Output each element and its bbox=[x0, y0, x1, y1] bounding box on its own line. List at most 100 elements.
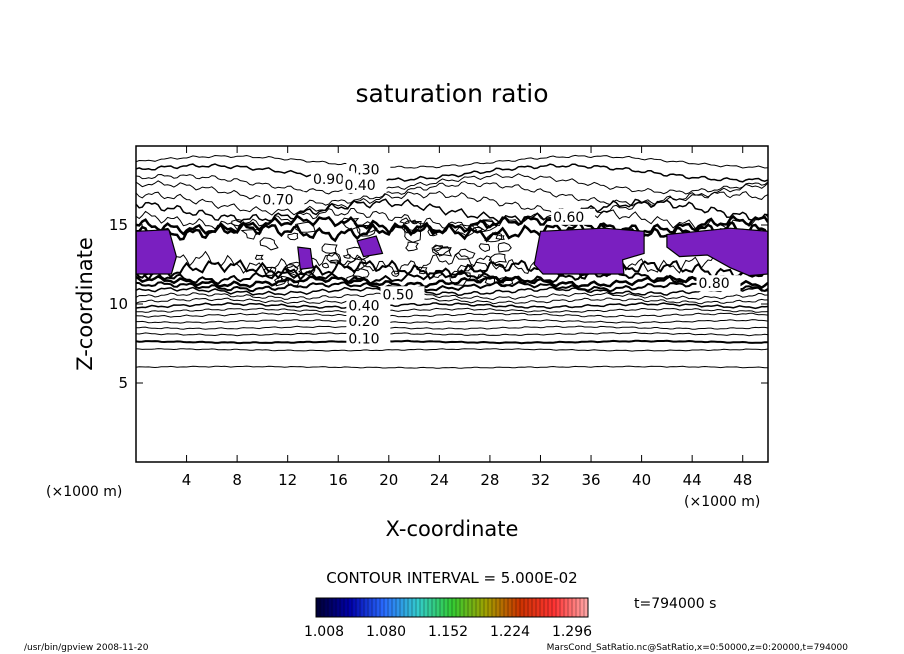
x-axis-ticks: 4 8 12 16 20 24 28 32 36 40 44 48 bbox=[182, 146, 752, 489]
contour-line bbox=[136, 214, 768, 236]
footer-right: MarsCond_SatRatio.nc@SatRatio,x=0:50000,… bbox=[547, 643, 849, 653]
x-tick-label: 8 bbox=[232, 471, 242, 489]
contour-label-bg bbox=[346, 297, 391, 314]
colorbar bbox=[315, 597, 589, 618]
x-axis-unit-right: (×1000 m) bbox=[684, 494, 760, 510]
colorbar-tick-label: 1.224 bbox=[490, 624, 530, 640]
colorbar-tick-label: 1.080 bbox=[366, 624, 406, 640]
contour-label: 0.10 bbox=[348, 332, 379, 348]
contour-line bbox=[284, 264, 299, 274]
contour-line bbox=[472, 227, 483, 233]
x-tick-label: 16 bbox=[329, 471, 348, 489]
contour-label: 0.90 bbox=[313, 172, 344, 188]
contour-line bbox=[456, 264, 472, 273]
shaded-region bbox=[356, 235, 384, 258]
x-axis-label: X-coordinate bbox=[386, 517, 519, 541]
contour-line bbox=[136, 339, 768, 345]
y-tick-label: 10 bbox=[109, 295, 128, 313]
contour-line bbox=[136, 180, 768, 207]
x-tick-label: 12 bbox=[278, 471, 297, 489]
contour-line bbox=[478, 243, 491, 253]
contour-line bbox=[346, 275, 359, 283]
contour-line bbox=[136, 281, 768, 293]
contour-label-bg bbox=[346, 313, 391, 330]
y-tick-label: 15 bbox=[109, 216, 128, 234]
shaded-region bbox=[666, 227, 768, 277]
contour-label: 0.30 bbox=[348, 162, 379, 178]
contour-label: 0.40 bbox=[345, 178, 376, 194]
shaded-region bbox=[297, 246, 314, 270]
contour-line bbox=[427, 228, 438, 237]
x-tick-label: 28 bbox=[480, 471, 499, 489]
x-tick-label: 48 bbox=[733, 471, 752, 489]
contour-line bbox=[136, 286, 768, 296]
x-tick-label: 4 bbox=[182, 471, 192, 489]
contour-line bbox=[321, 262, 330, 269]
contour-line bbox=[357, 221, 378, 237]
chart-title: saturation ratio bbox=[355, 79, 548, 108]
contour-line bbox=[136, 198, 768, 224]
x-tick-label: 24 bbox=[430, 471, 449, 489]
contour-line bbox=[136, 331, 768, 337]
contour-line bbox=[136, 154, 768, 169]
x-tick-label: 32 bbox=[531, 471, 550, 489]
contour-line bbox=[136, 259, 768, 281]
contour-line bbox=[263, 266, 277, 276]
contour-label-bg bbox=[346, 330, 391, 347]
contour-line bbox=[287, 232, 299, 241]
contour-line bbox=[356, 224, 376, 237]
contour-line bbox=[136, 250, 768, 275]
colorbar-tick-label: 1.008 bbox=[304, 624, 344, 640]
contour-line bbox=[231, 218, 243, 227]
contour-line bbox=[454, 224, 478, 237]
contour-label: 0.60 bbox=[553, 210, 584, 226]
contour-line bbox=[136, 292, 768, 301]
contour-label-bg bbox=[342, 177, 387, 194]
contour-label-bg bbox=[260, 191, 305, 208]
contour-label-bg bbox=[551, 208, 596, 225]
contour-line bbox=[254, 254, 264, 261]
contour-line bbox=[497, 242, 512, 253]
footer-left: /usr/bin/gpview 2008-11-20 bbox=[24, 643, 149, 653]
contour-line bbox=[391, 270, 400, 277]
contour-line bbox=[475, 274, 490, 282]
contour-line bbox=[497, 277, 508, 284]
x-tick-label: 20 bbox=[379, 471, 398, 489]
contour-label: 0.50 bbox=[382, 287, 413, 303]
contour-line bbox=[295, 221, 316, 233]
shaded-region bbox=[136, 229, 178, 275]
contour-line bbox=[405, 241, 419, 252]
contour-label: 0.70 bbox=[262, 192, 293, 208]
contour-label-bg bbox=[696, 275, 741, 292]
contour-line bbox=[136, 302, 768, 310]
contour-line bbox=[469, 261, 488, 273]
contour-line bbox=[136, 274, 768, 290]
contour-line bbox=[403, 227, 422, 243]
contour-label-bg bbox=[346, 161, 391, 178]
contour-line bbox=[488, 253, 507, 265]
contour-line bbox=[484, 231, 503, 243]
contour-line bbox=[449, 270, 471, 286]
contour-line bbox=[351, 268, 370, 279]
contour-line bbox=[431, 245, 451, 256]
contour-line bbox=[432, 272, 443, 279]
contour-lines bbox=[136, 154, 768, 369]
colorbar-tick-label: 1.152 bbox=[428, 624, 468, 640]
contour-line bbox=[340, 217, 360, 231]
contour-line bbox=[136, 325, 768, 330]
contour-label-bg bbox=[380, 286, 425, 303]
contour-line bbox=[136, 269, 768, 286]
contour-line bbox=[136, 365, 768, 369]
supersaturation-regions bbox=[136, 227, 768, 277]
contour-line bbox=[136, 297, 768, 305]
y-axis-label: Z-coordinate bbox=[73, 237, 97, 371]
contour-line bbox=[136, 318, 768, 324]
contour-interval-label: CONTOUR INTERVAL = 5.000E-02 bbox=[326, 569, 577, 587]
contour-line bbox=[287, 279, 300, 287]
contour-line bbox=[240, 229, 262, 240]
contour-labels: 0.100.200.300.400.500.600.700.800.90 0.40 bbox=[260, 161, 741, 348]
contour-line bbox=[321, 243, 338, 254]
contour-line bbox=[469, 220, 498, 233]
x-tick-label: 36 bbox=[581, 471, 600, 489]
